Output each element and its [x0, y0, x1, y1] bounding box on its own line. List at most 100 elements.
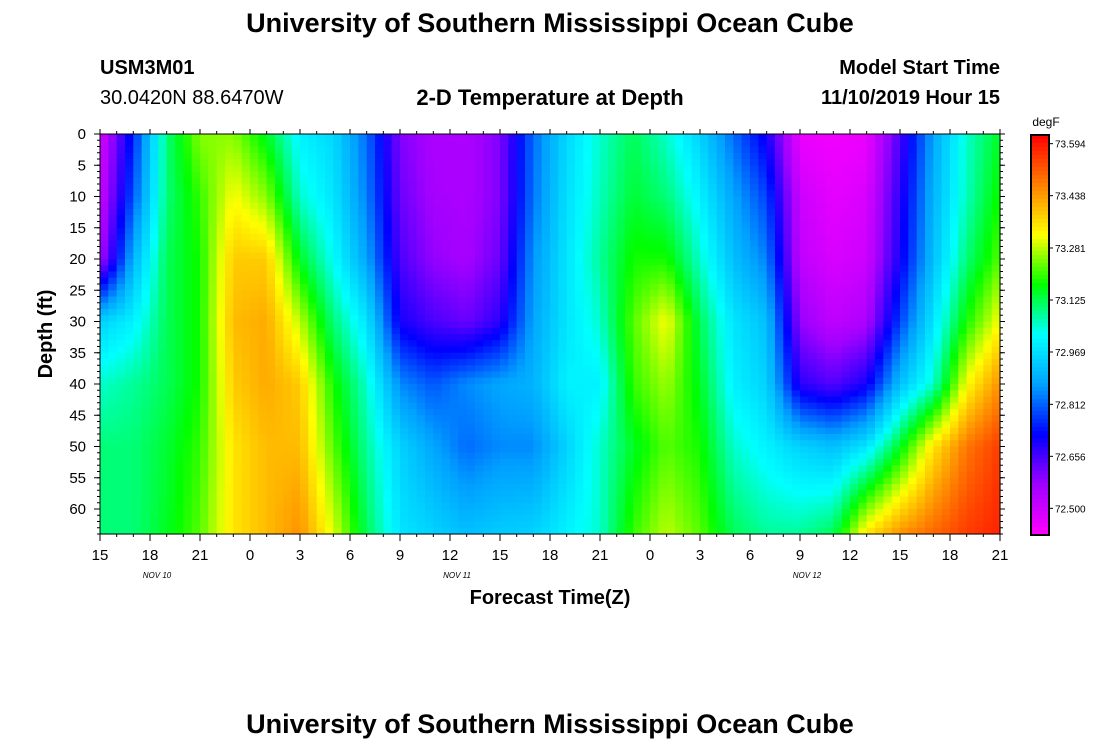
heatmap-cell [633, 284, 643, 291]
heatmap-cell [283, 252, 293, 260]
heatmap-cell [666, 484, 676, 491]
heatmap-cell [166, 296, 176, 304]
heatmap-cell [150, 346, 159, 354]
heatmap-cell [241, 259, 251, 266]
heatmap-cell [616, 302, 626, 310]
heatmap-cell [533, 165, 543, 173]
heatmap-cell [258, 140, 268, 148]
heatmap-cell [150, 527, 159, 535]
heatmap-cell [683, 415, 693, 423]
heatmap-cell [425, 440, 434, 448]
heatmap-cell [366, 384, 376, 391]
heatmap-cell [466, 165, 476, 173]
heatmap-cell [683, 134, 693, 141]
heatmap-cell [466, 496, 476, 504]
heatmap-cell [258, 365, 268, 373]
heatmap-cell [266, 171, 276, 179]
heatmap-cell [425, 334, 434, 341]
heatmap-cell [466, 146, 476, 154]
heatmap-cell [691, 327, 701, 335]
heatmap-cell [375, 434, 384, 441]
heatmap-cell [316, 402, 326, 410]
heatmap-cell [575, 509, 584, 516]
heatmap-cell [383, 396, 393, 404]
heatmap-cell [408, 509, 418, 516]
heatmap-cell [666, 277, 676, 285]
heatmap-cell [316, 365, 326, 373]
heatmap-cell [100, 484, 109, 491]
heatmap-cell [175, 377, 184, 385]
heatmap-cell [525, 515, 534, 523]
heatmap-cell [425, 359, 434, 366]
heatmap-cell [341, 452, 351, 460]
heatmap-cell [516, 277, 526, 285]
heatmap-cell [275, 209, 284, 216]
heatmap-cell [558, 471, 568, 479]
heatmap-cell [583, 284, 593, 291]
heatmap-cell [700, 334, 709, 341]
heatmap-cell [250, 202, 259, 210]
heatmap-cell [558, 165, 568, 173]
heatmap-cell [150, 165, 159, 173]
heatmap-cell [100, 215, 109, 223]
heatmap-cell [433, 377, 443, 385]
heatmap-cell [683, 440, 693, 448]
heatmap-cell [491, 390, 501, 398]
heatmap-cell [458, 321, 468, 329]
heatmap-cell [733, 159, 743, 166]
heatmap-cell [525, 427, 534, 435]
heatmap-cell [141, 177, 151, 185]
heatmap-cell [616, 509, 626, 516]
heatmap-cell [600, 521, 609, 529]
heatmap-cell [741, 284, 751, 291]
heatmap-cell [183, 446, 193, 454]
heatmap-cell [391, 309, 401, 316]
heatmap-cell [283, 365, 293, 373]
heatmap-cell [366, 421, 376, 429]
heatmap-cell [300, 502, 309, 510]
heatmap-cell [141, 152, 151, 160]
heatmap-cell [641, 240, 651, 248]
heatmap-cell [583, 477, 593, 485]
heatmap-cell [216, 365, 226, 373]
heatmap-cell [391, 134, 401, 141]
heatmap-cell [366, 309, 376, 316]
heatmap-cell [666, 284, 676, 291]
heatmap-cell [641, 377, 651, 385]
heatmap-cell [225, 465, 234, 473]
heatmap-cell [333, 365, 343, 373]
heatmap-cell [700, 302, 709, 310]
heatmap-cell [708, 384, 718, 391]
heatmap-cell [133, 427, 143, 435]
heatmap-cell [125, 215, 134, 223]
heatmap-cell [100, 359, 109, 366]
heatmap-cell [425, 446, 434, 454]
heatmap-cell [216, 409, 226, 416]
heatmap-cell [308, 527, 318, 535]
heatmap-cell [716, 302, 726, 310]
heatmap-cell [466, 484, 476, 491]
heatmap-cell [283, 240, 293, 248]
heatmap-cell [450, 490, 459, 498]
heatmap-cell [508, 371, 518, 379]
heatmap-cell [466, 159, 476, 166]
heatmap-cell [225, 346, 234, 354]
heatmap-cell [366, 209, 376, 216]
heatmap-cell [341, 502, 351, 510]
heatmap-cell [358, 484, 368, 491]
heatmap-cell [550, 259, 559, 266]
heatmap-cell [700, 502, 709, 510]
heatmap-cell [450, 240, 459, 248]
heatmap-cell [633, 471, 643, 479]
heatmap-cell [716, 327, 726, 335]
heatmap-cell [475, 190, 484, 198]
heatmap-cell [133, 390, 143, 398]
heatmap-cell [541, 490, 551, 498]
heatmap-cell [500, 521, 509, 529]
heatmap-cell [408, 177, 418, 185]
heatmap-cell [600, 309, 609, 316]
heatmap-cell [583, 234, 593, 241]
heatmap-cell [425, 140, 434, 148]
heatmap-cell [141, 359, 151, 366]
heatmap-cell [441, 171, 451, 179]
